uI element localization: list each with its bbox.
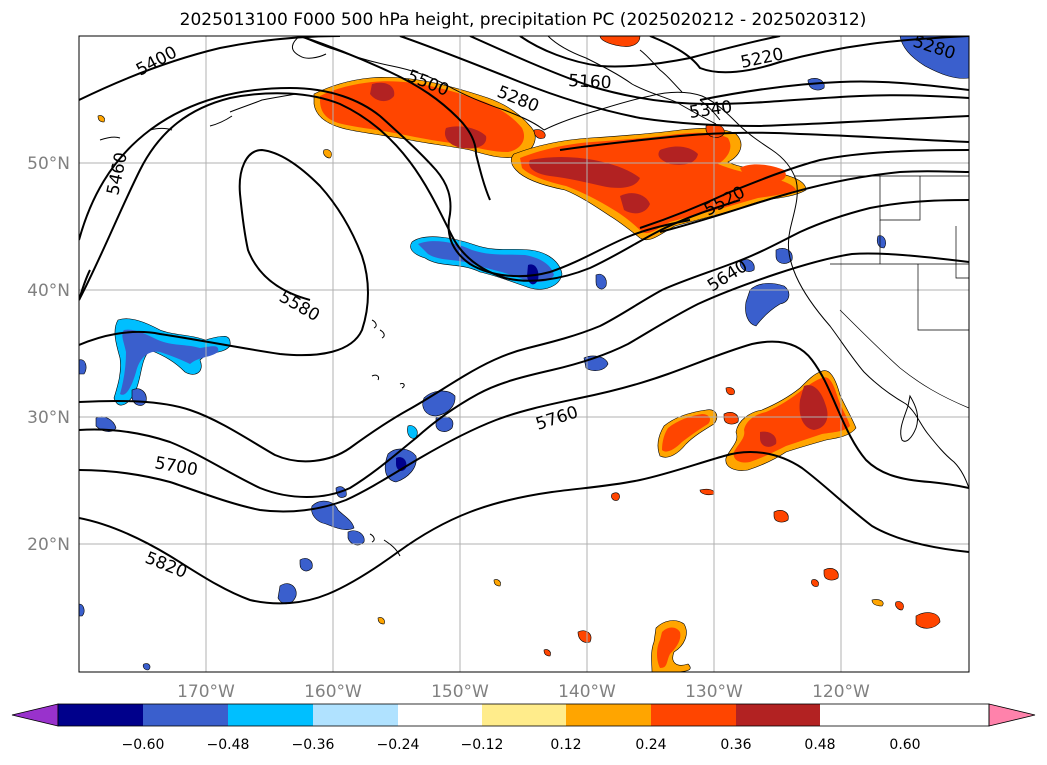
colorbar-tick-label: 0.48 — [804, 737, 835, 753]
colorbar-tick-label: −0.36 — [292, 737, 335, 753]
colorbar-tick-label: −0.60 — [122, 737, 165, 753]
lon-tick-label: 120°W — [812, 682, 870, 702]
figure-title: 2025013100 F000 500 hPa height, precipit… — [180, 10, 867, 30]
colorbar-segment — [143, 704, 228, 726]
lat-tick-label: 30°N — [27, 408, 70, 428]
colorbar-segment — [58, 704, 143, 726]
colorbar-segment — [313, 704, 398, 726]
colorbar-tick-label: 0.60 — [889, 737, 920, 753]
map-gridlines — [79, 36, 969, 672]
latitude-labels: 50°N 40°N 30°N 20°N — [27, 154, 70, 555]
lat-tick-label: 20°N — [27, 535, 70, 555]
colorbar-extend-min — [11, 703, 59, 727]
precip-positive-areas — [97, 36, 941, 672]
colorbar-extend-max — [988, 703, 1036, 727]
colorbar-tick-label: −0.12 — [461, 737, 504, 753]
colorbar-segment — [651, 704, 736, 726]
colorbar-segment — [482, 704, 566, 726]
colorbar-segment — [566, 704, 651, 726]
colorbar-tick-label: 0.12 — [550, 737, 581, 753]
colorbar: −0.60 −0.48 −0.36 −0.24 −0.12 0.12 0.24 … — [11, 703, 1036, 753]
longitude-labels: 170°W 160°W 150°W 140°W 130°W 120°W — [177, 682, 870, 702]
coastlines — [99, 36, 969, 557]
lon-tick-label: 150°W — [431, 682, 489, 702]
political-borders — [795, 175, 969, 409]
map-panel: 5400 5460 5500 5280 5160 5220 5280 5340 … — [78, 35, 970, 673]
height-contours — [79, 36, 969, 605]
lon-tick-label: 130°W — [685, 682, 743, 702]
lon-tick-label: 170°W — [177, 682, 235, 702]
colorbar-segment — [228, 704, 313, 726]
lon-tick-label: 160°W — [304, 682, 362, 702]
lat-tick-label: 50°N — [27, 154, 70, 174]
lat-tick-label: 40°N — [27, 281, 70, 301]
colorbar-segment — [736, 704, 820, 726]
lon-tick-label: 140°W — [558, 682, 616, 702]
map-frame — [78, 35, 970, 673]
colorbar-tick-label: 0.36 — [720, 737, 751, 753]
colorbar-tick-label: −0.24 — [377, 737, 420, 753]
colorbar-segment — [398, 704, 482, 726]
colorbar-tick-label: 0.24 — [635, 737, 666, 753]
contour-label: 5160 — [568, 71, 612, 93]
colorbar-frame — [57, 703, 990, 727]
colorbar-tick-label: −0.48 — [207, 737, 250, 753]
